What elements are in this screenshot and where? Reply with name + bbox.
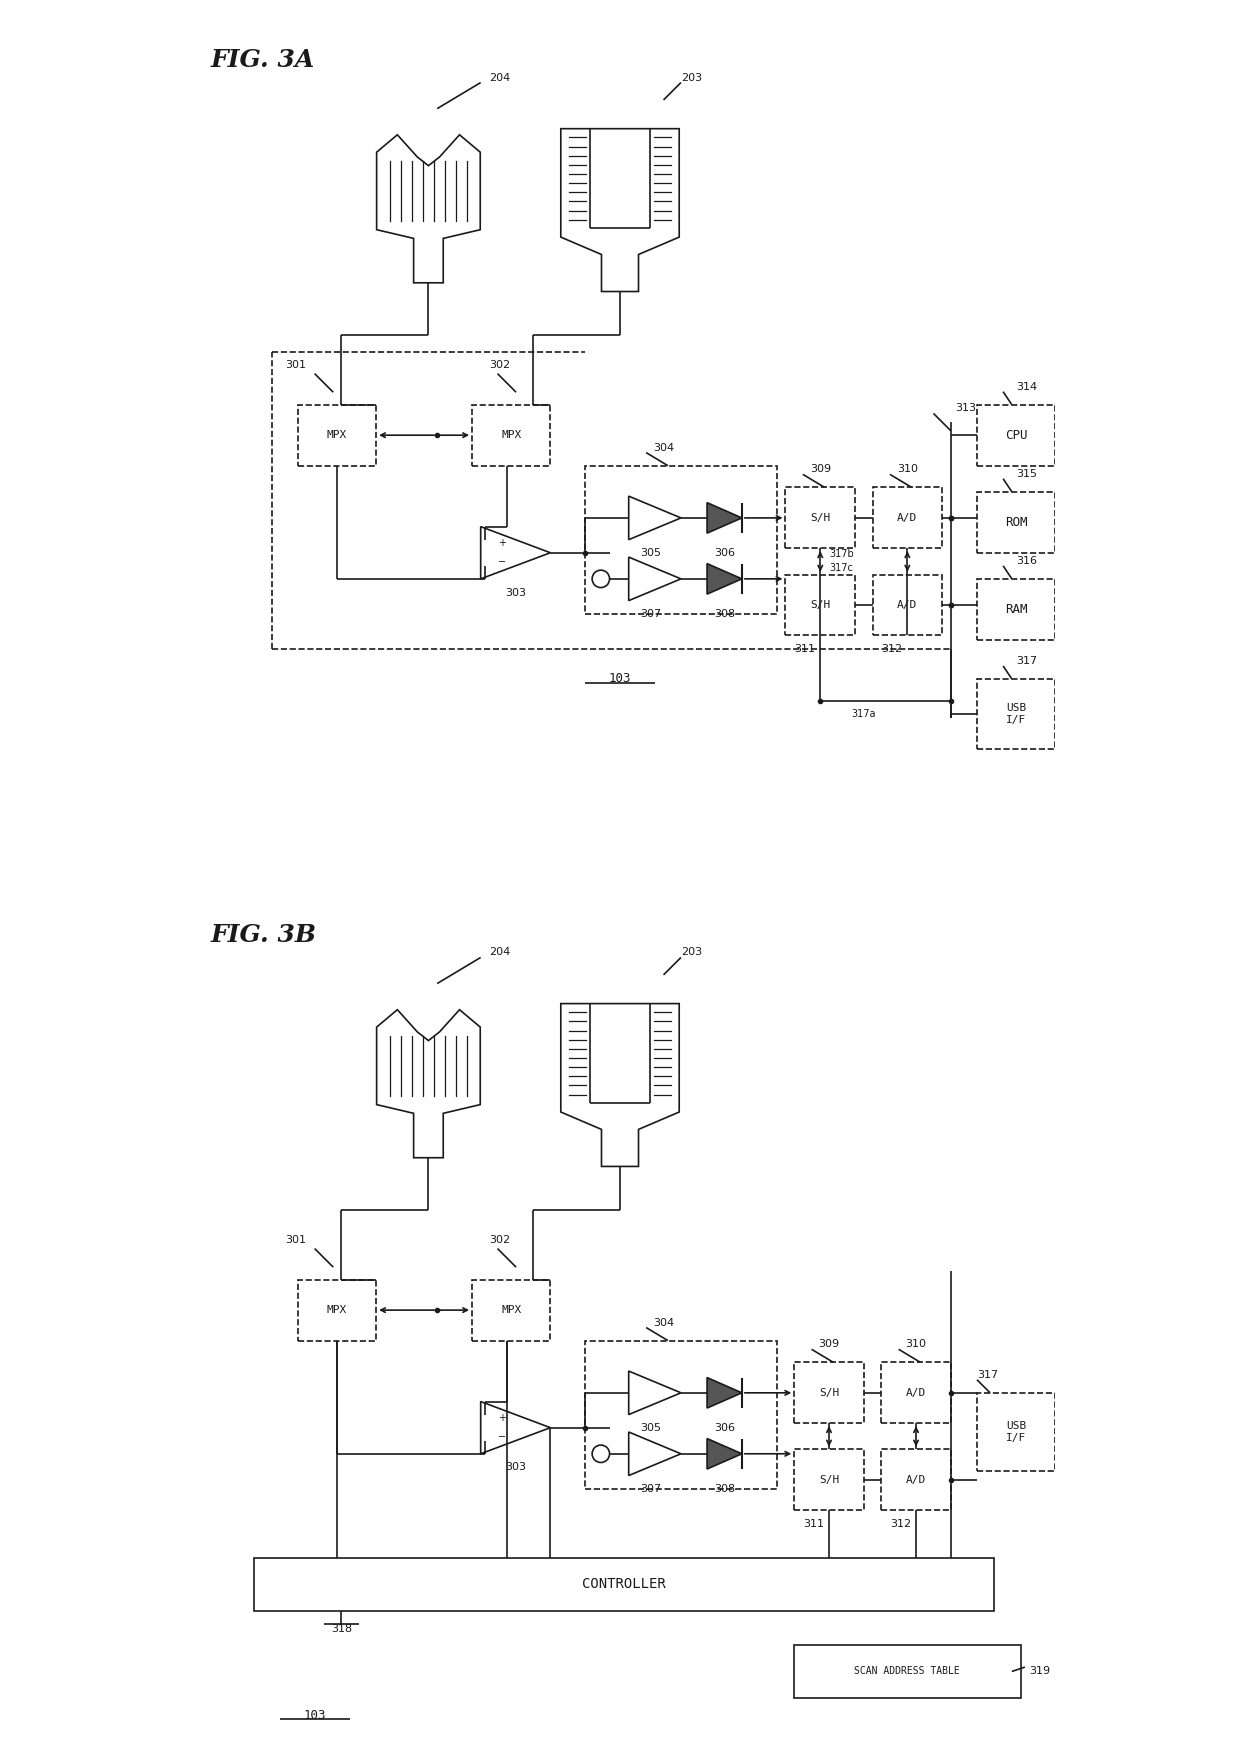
FancyBboxPatch shape [785, 575, 856, 635]
Text: 317c: 317c [830, 563, 853, 574]
FancyBboxPatch shape [882, 1449, 951, 1510]
FancyBboxPatch shape [298, 1280, 376, 1340]
Text: −: − [497, 1431, 506, 1442]
Text: 303: 303 [505, 588, 526, 598]
Text: 204: 204 [490, 947, 511, 958]
Text: 316: 316 [1017, 556, 1037, 567]
Text: MPX: MPX [501, 430, 521, 440]
Text: FIG. 3B: FIG. 3B [211, 923, 316, 947]
Text: S/H: S/H [818, 1475, 839, 1486]
Text: 203: 203 [681, 72, 702, 82]
Text: A/D: A/D [898, 512, 918, 523]
Text: CPU: CPU [1004, 428, 1028, 442]
Text: 315: 315 [1017, 468, 1037, 479]
Polygon shape [707, 503, 742, 533]
Text: 310: 310 [905, 1340, 926, 1349]
FancyBboxPatch shape [977, 579, 1055, 640]
Text: 203: 203 [681, 947, 702, 958]
Text: ROM: ROM [1004, 516, 1028, 528]
Text: 306: 306 [714, 549, 735, 558]
Text: 302: 302 [490, 360, 511, 370]
Text: 301: 301 [285, 360, 306, 370]
Text: 305: 305 [640, 1422, 661, 1433]
Text: MPX: MPX [501, 1305, 521, 1316]
Text: 308: 308 [714, 1484, 735, 1494]
Text: +: + [497, 538, 506, 549]
FancyBboxPatch shape [977, 1393, 1055, 1472]
FancyBboxPatch shape [254, 1558, 994, 1610]
Text: MPX: MPX [327, 1305, 347, 1316]
FancyBboxPatch shape [977, 679, 1055, 749]
Text: 309: 309 [810, 465, 831, 474]
Text: 103: 103 [304, 1708, 326, 1721]
FancyBboxPatch shape [873, 575, 942, 635]
Text: 307: 307 [640, 1484, 661, 1494]
Polygon shape [707, 563, 742, 595]
Text: 317a: 317a [852, 709, 875, 719]
Text: SCAN ADDRESS TABLE: SCAN ADDRESS TABLE [854, 1666, 960, 1677]
Text: A/D: A/D [906, 1387, 926, 1398]
Text: 301: 301 [285, 1235, 306, 1245]
Text: A/D: A/D [906, 1475, 926, 1486]
Text: 317: 317 [977, 1370, 998, 1380]
FancyBboxPatch shape [585, 465, 776, 614]
Text: 306: 306 [714, 1422, 735, 1433]
FancyBboxPatch shape [794, 1363, 864, 1422]
FancyBboxPatch shape [873, 488, 942, 549]
Text: 318: 318 [331, 1624, 352, 1633]
Text: 305: 305 [640, 549, 661, 558]
FancyBboxPatch shape [472, 1280, 551, 1340]
Polygon shape [707, 1377, 742, 1408]
Text: 313: 313 [955, 403, 976, 414]
FancyBboxPatch shape [794, 1449, 864, 1510]
Text: 310: 310 [897, 465, 918, 474]
Text: 303: 303 [505, 1463, 526, 1473]
Text: 312: 312 [882, 644, 903, 654]
Text: 308: 308 [714, 609, 735, 619]
FancyBboxPatch shape [785, 488, 856, 549]
Text: S/H: S/H [818, 1387, 839, 1398]
Text: 311: 311 [802, 1519, 823, 1529]
Text: S/H: S/H [810, 600, 831, 610]
FancyBboxPatch shape [977, 491, 1055, 553]
Text: 311: 311 [794, 644, 815, 654]
Text: FIG. 3A: FIG. 3A [211, 47, 315, 72]
Text: 307: 307 [640, 609, 661, 619]
Text: RAM: RAM [1004, 603, 1028, 616]
FancyBboxPatch shape [472, 405, 551, 465]
Text: A/D: A/D [898, 600, 918, 610]
FancyBboxPatch shape [977, 405, 1055, 465]
Text: 317b: 317b [830, 549, 853, 560]
Text: USB
I/F: USB I/F [1006, 703, 1027, 724]
Text: 319: 319 [1029, 1666, 1050, 1677]
Text: 317: 317 [1017, 656, 1038, 667]
Text: +: + [497, 1414, 506, 1422]
Text: USB
I/F: USB I/F [1006, 1421, 1027, 1444]
FancyBboxPatch shape [794, 1645, 1021, 1698]
FancyBboxPatch shape [585, 1340, 776, 1489]
Text: CONTROLLER: CONTROLLER [583, 1577, 666, 1591]
Text: 204: 204 [490, 72, 511, 82]
Polygon shape [707, 1438, 742, 1470]
Text: 309: 309 [818, 1340, 839, 1349]
Text: 302: 302 [490, 1235, 511, 1245]
Text: −: − [497, 558, 506, 567]
Text: 304: 304 [653, 442, 675, 453]
Text: 314: 314 [1017, 382, 1038, 391]
Text: MPX: MPX [327, 430, 347, 440]
FancyBboxPatch shape [882, 1363, 951, 1422]
Text: S/H: S/H [810, 512, 831, 523]
Text: 304: 304 [653, 1317, 675, 1328]
FancyBboxPatch shape [298, 405, 376, 465]
Text: 312: 312 [890, 1519, 911, 1529]
Text: 103: 103 [609, 672, 631, 686]
